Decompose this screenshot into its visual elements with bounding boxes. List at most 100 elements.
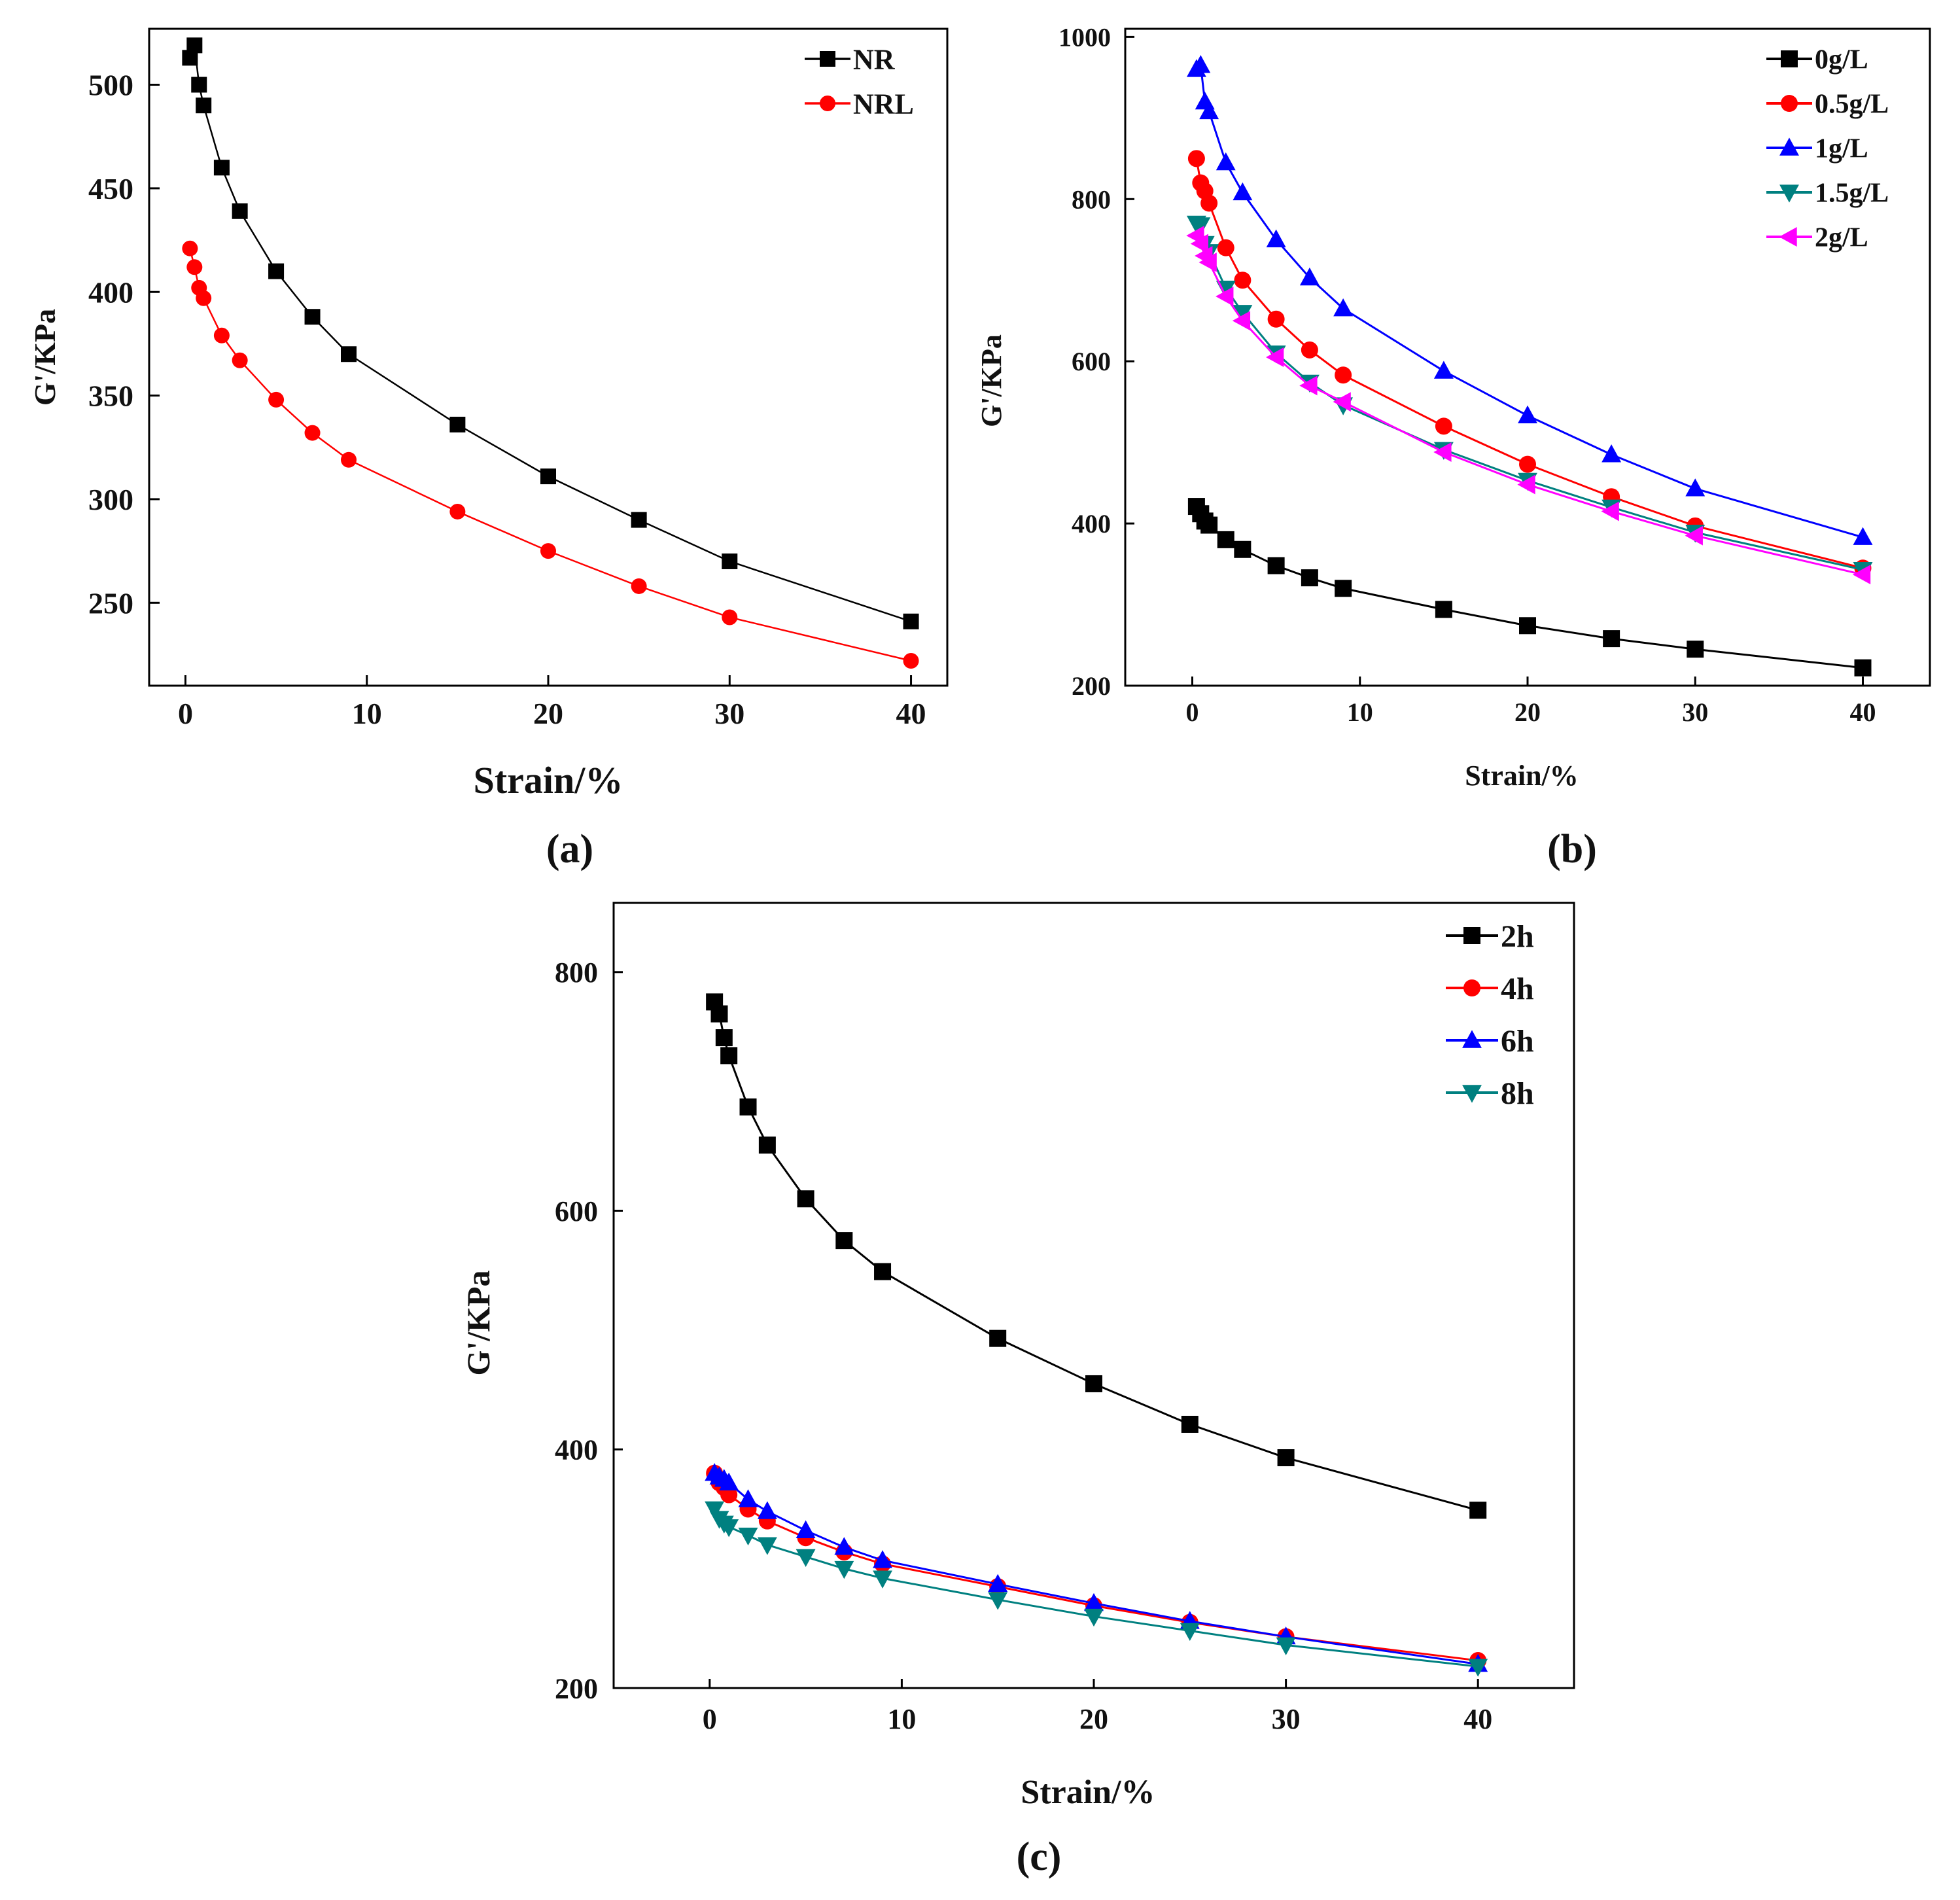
panel-c-legend-marker (1462, 1030, 1482, 1048)
panel-b-legend-entry: 0.5g/L (1766, 90, 1889, 120)
panel-a-legend-marker (820, 51, 835, 67)
panel-b-legend-marker (1781, 50, 1798, 67)
panel-c-data-point-2h (1469, 1502, 1487, 1519)
panel-c-data-point-6h (757, 1501, 777, 1519)
panel-c-legend-entry: 8h (1446, 1076, 1534, 1111)
panel-c-data-point-2h (797, 1190, 814, 1208)
panel-c: Strain/% G'/KPa (c) 0 10 20 30 40 200 400 600 80… (460, 902, 1575, 1879)
panel-b-data-point-0g/L (1519, 617, 1536, 635)
panel-c-data-point-2h (1181, 1415, 1199, 1433)
panel-b-xtick-label: 30 (1682, 697, 1708, 727)
panel-a-data-point-NR (903, 613, 919, 629)
panel-a-data-point-NRL (631, 578, 647, 594)
panel-c-data-point-2h (989, 1329, 1007, 1347)
panel-b-data-point-0.5g/L (1301, 341, 1318, 359)
panel-b-xtick-label: 40 (1850, 697, 1876, 727)
panel-a-ytick-label: 500 (88, 69, 133, 102)
panel-b-legend-entry: 1.5g/L (1766, 179, 1889, 209)
panel-a-data-point-NRL (341, 451, 357, 468)
panel-b-data-point-0g/L (1234, 540, 1251, 558)
panel-b-legend-entry: 1g/L (1766, 134, 1868, 164)
panel-b-ytick-label: 400 (1072, 509, 1111, 538)
panel-c-ytick-label: 600 (555, 1195, 598, 1227)
panel-a-data-point-NR (196, 97, 212, 114)
panel-b-data-point-1g/L (1233, 182, 1253, 201)
panel-b-data-point-1.5g/L (1191, 217, 1211, 236)
panel-a-data-point-NR (304, 309, 321, 325)
panel-c-data-point-6h (873, 1550, 892, 1568)
panel-c-data-point-8h (719, 1519, 739, 1538)
panel-a-xtick-label: 20 (533, 697, 563, 730)
panel-b-data-point-0.5g/L (1335, 366, 1352, 384)
panel-c-data-point-8h (988, 1592, 1008, 1610)
panel-a-series-NRL (182, 240, 919, 669)
panel-a-data-point-NRL (182, 240, 198, 256)
panel-b-data-point-2g/L (1433, 442, 1452, 462)
panel-c-data-point-2h (758, 1136, 776, 1154)
panel-c-data-point-8h (1180, 1623, 1200, 1642)
panel-c-data-point-6h (738, 1489, 758, 1507)
panel-b-data-point-2g/L (1266, 347, 1284, 367)
panel-b-legend-label: 0.5g/L (1815, 90, 1889, 120)
panel-c-caption: (c) (1017, 1835, 1062, 1879)
panel-b-legend-label: 1g/L (1815, 134, 1868, 164)
panel-b-data-point-0.5g/L (1267, 310, 1285, 328)
panel-c-data-point-8h (705, 1501, 725, 1520)
panel-b-data-point-2g/L (1232, 311, 1251, 331)
panel-a-ylabel: G'/KPa (28, 309, 61, 406)
panel-c-xtick-label: 0 (703, 1703, 717, 1735)
panel-c-legend-entry: 6h (1446, 1024, 1534, 1059)
panel-c-legend-marker (1462, 1085, 1482, 1103)
panel-c-data-point-2h (710, 1005, 728, 1023)
panel-b-series-2g/L (1186, 226, 1871, 585)
panel-a-legend-entry: NRL (805, 88, 914, 120)
panel-b-legend-label: 0g/L (1815, 45, 1868, 75)
panel-b-data-point-1g/L (1191, 55, 1211, 73)
panel-b-data-point-0g/L (1687, 641, 1704, 658)
panel-b-legend-marker (1781, 95, 1798, 112)
panel-c-data-point-2h (715, 1029, 733, 1047)
panel-b-data-point-0g/L (1267, 557, 1285, 574)
panel-b-legend-entry: 2g/L (1766, 223, 1868, 253)
panel-b-data-point-0g/L (1217, 531, 1234, 548)
panel-b-legend-entry: 0g/L (1766, 45, 1868, 75)
panel-b-data-point-1g/L (1266, 229, 1286, 247)
panel-a-data-point-NRL (186, 259, 203, 275)
panel-c-data-point-6h (834, 1537, 854, 1555)
panel-b-data-point-0.5g/L (1217, 239, 1234, 256)
panel-a-xlabel: Strain/% (474, 759, 623, 801)
panel-a-ytick-label: 450 (88, 172, 133, 205)
panel-b-data-point-0.5g/L (1234, 272, 1251, 289)
panel-c-data-point-2h (835, 1232, 853, 1250)
panel-b-data-point-2g/L (1333, 392, 1351, 412)
panel-b-data-point-2g/L (1190, 234, 1209, 254)
panel-b-data-point-0g/L (1301, 569, 1318, 587)
panel-c-legend-label: 6h (1501, 1024, 1534, 1059)
panel-a-data-point-NR (268, 263, 285, 279)
panel-b-data-point-1g/L (1433, 361, 1454, 379)
panel-a-xtick-label: 30 (714, 697, 744, 730)
panel-a-data-point-NR (631, 512, 647, 528)
panel-c-data-point-2h (1277, 1449, 1295, 1467)
panel-b-caption: (b) (1547, 827, 1597, 871)
panel-c-data-point-2h (1085, 1375, 1102, 1392)
panel-c-legend-entry: 2h (1446, 919, 1534, 954)
panel-c-data-point-2h (739, 1098, 757, 1116)
panel-a-data-point-NRL (722, 609, 738, 625)
panel-b-data-point-0.5g/L (1435, 417, 1452, 435)
panel-b-data-point-0g/L (1335, 580, 1352, 597)
panel-b-data-point-1g/L (1216, 152, 1236, 171)
panel-a-caption: (a) (546, 827, 593, 871)
panel-b-ytick-label: 1000 (1059, 22, 1111, 52)
panel-a-data-point-NRL (304, 425, 321, 441)
panel-c-legend-marker (1463, 927, 1480, 944)
panel-b-data-point-1g/L (1685, 478, 1706, 497)
panel-c-ytick-label: 800 (555, 957, 598, 989)
panel-c-ylabel: G'/KPa (460, 1270, 497, 1375)
panel-b-series-0g/L (1187, 498, 1872, 677)
panel-a-data-point-NRL (268, 391, 285, 408)
panel-c-legend-label: 8h (1501, 1076, 1534, 1111)
panel-b-data-point-0g/L (1854, 659, 1872, 677)
panel-b-series-1g/L (1186, 55, 1873, 545)
